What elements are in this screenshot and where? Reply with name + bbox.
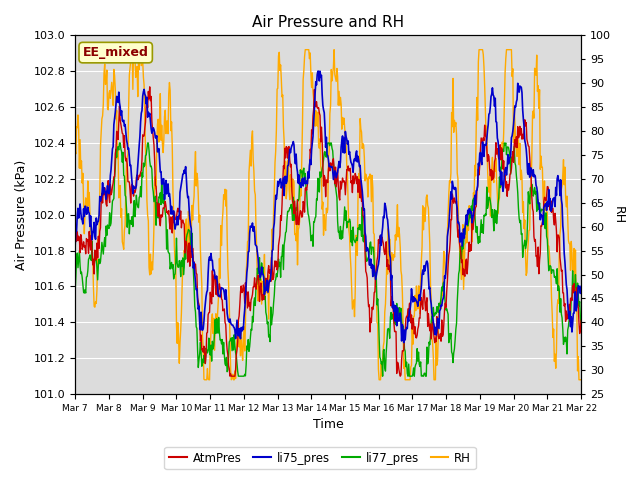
Y-axis label: Air Pressure (kPa): Air Pressure (kPa) <box>15 160 28 270</box>
Title: Air Pressure and RH: Air Pressure and RH <box>252 15 404 30</box>
Y-axis label: RH: RH <box>612 205 625 224</box>
Legend: AtmPres, li75_pres, li77_pres, RH: AtmPres, li75_pres, li77_pres, RH <box>164 447 476 469</box>
X-axis label: Time: Time <box>313 419 344 432</box>
Text: EE_mixed: EE_mixed <box>83 46 148 59</box>
